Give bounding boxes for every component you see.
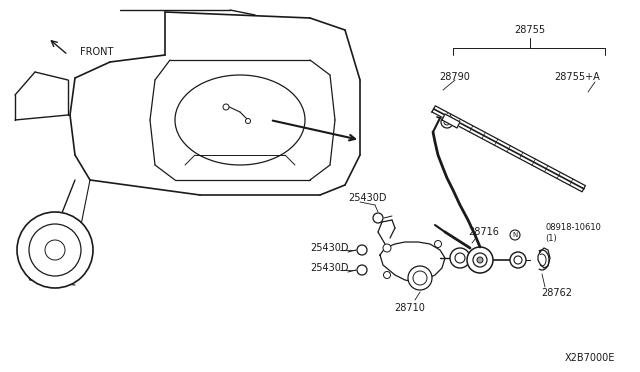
- Circle shape: [441, 116, 453, 128]
- Text: N: N: [513, 232, 518, 238]
- Circle shape: [17, 212, 93, 288]
- Text: 08918-10610
(1): 08918-10610 (1): [545, 223, 601, 243]
- Circle shape: [357, 265, 367, 275]
- Text: X2B7000E: X2B7000E: [564, 353, 615, 363]
- Circle shape: [510, 230, 520, 240]
- Circle shape: [45, 240, 65, 260]
- Text: 28755+A: 28755+A: [554, 72, 600, 82]
- Text: 25430D: 25430D: [310, 263, 349, 273]
- Circle shape: [408, 266, 432, 290]
- Text: 25430D: 25430D: [348, 193, 387, 203]
- Circle shape: [383, 272, 390, 279]
- Circle shape: [373, 213, 383, 223]
- Text: 28762: 28762: [541, 288, 573, 298]
- Text: 28710: 28710: [395, 303, 426, 313]
- Circle shape: [246, 119, 250, 124]
- Circle shape: [514, 256, 522, 264]
- Circle shape: [29, 224, 81, 276]
- Text: 28790: 28790: [439, 72, 470, 82]
- Polygon shape: [380, 242, 445, 282]
- Polygon shape: [432, 106, 586, 192]
- Circle shape: [510, 252, 526, 268]
- Text: 28755: 28755: [515, 25, 545, 35]
- Circle shape: [435, 241, 442, 247]
- Circle shape: [444, 119, 450, 125]
- Text: 25430D: 25430D: [310, 243, 349, 253]
- Text: FRONT: FRONT: [80, 47, 113, 57]
- Circle shape: [383, 244, 391, 252]
- Circle shape: [450, 248, 470, 268]
- Circle shape: [455, 253, 465, 263]
- Text: 28716: 28716: [468, 227, 499, 237]
- Circle shape: [413, 271, 427, 285]
- Circle shape: [473, 253, 487, 267]
- Circle shape: [223, 104, 229, 110]
- Circle shape: [477, 257, 483, 263]
- Polygon shape: [442, 114, 460, 128]
- Circle shape: [357, 245, 367, 255]
- Circle shape: [467, 247, 493, 273]
